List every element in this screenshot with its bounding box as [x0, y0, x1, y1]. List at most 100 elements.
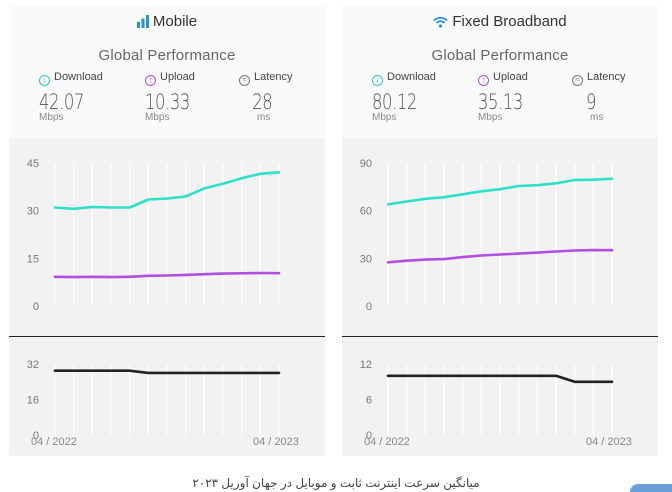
data-point — [555, 374, 557, 377]
x-axis-start-label: 04 / 2022 — [364, 436, 410, 448]
download-arrow-icon: ↓ — [372, 75, 383, 86]
data-point — [222, 272, 224, 275]
data-point — [147, 198, 150, 201]
y-tick-label: 12 — [360, 359, 372, 371]
y-tick-label: 0 — [366, 430, 372, 442]
panel-subtitle: Global Performance — [431, 47, 569, 64]
metric-unit: Mbps — [478, 112, 503, 123]
y-tick-label: 16 — [27, 395, 39, 407]
data-point — [222, 371, 224, 374]
data-point — [91, 275, 94, 278]
data-point — [203, 187, 206, 190]
y-tick-label: 45 — [27, 158, 39, 170]
metric-value: 10.33 — [145, 90, 190, 114]
data-point — [480, 374, 483, 377]
data-point — [517, 185, 520, 187]
metric-download: ↓ Download 42.07 Mbps — [39, 71, 139, 123]
data-point — [555, 250, 557, 253]
figure-caption: میانگین سرعت اینترنت ثابت و موبایل در جه… — [192, 476, 480, 490]
data-point — [405, 374, 408, 377]
data-point — [405, 259, 408, 262]
corner-badge — [630, 484, 672, 492]
data-point — [517, 374, 520, 377]
data-point — [536, 374, 539, 377]
metric-unit: ms — [257, 112, 271, 123]
data-point — [184, 273, 187, 276]
data-point — [110, 206, 112, 209]
data-point — [203, 371, 206, 374]
data-point — [461, 256, 464, 258]
metric-label: Upload — [493, 71, 528, 83]
data-point — [259, 272, 262, 274]
data-point — [555, 182, 557, 185]
data-point — [72, 369, 75, 372]
data-point — [573, 249, 576, 252]
data-point — [54, 206, 56, 209]
y-tick-label: 6 — [366, 395, 372, 407]
chart-divider — [9, 336, 325, 337]
data-point — [424, 258, 427, 261]
data-point — [424, 197, 427, 200]
panel-title: Mobile — [9, 13, 325, 32]
data-point — [611, 380, 613, 383]
y-tick-label: 60 — [360, 206, 372, 218]
data-point — [203, 273, 206, 276]
data-point — [536, 184, 539, 187]
data-point — [110, 369, 112, 372]
data-point — [54, 275, 56, 278]
data-point — [592, 249, 595, 251]
data-point — [110, 276, 112, 278]
data-point — [443, 258, 445, 261]
metric-label: Latency — [587, 71, 626, 83]
data-point — [611, 249, 613, 252]
y-tick-label: 0 — [33, 430, 39, 442]
broadband-latency-chart: 0 6 12 — [360, 359, 614, 442]
x-axis-end-label: 04 / 2023 — [586, 436, 632, 448]
data-point — [147, 274, 150, 277]
data-point — [499, 374, 501, 377]
fixed-broadband-panel: Fixed Broadband Global Performance ↓ Down… — [342, 6, 658, 456]
download-arrow-icon: ↓ — [39, 75, 50, 86]
latency-icon: ≈ — [239, 75, 250, 86]
y-tick-label: 90 — [360, 158, 372, 170]
upload-arrow-icon: ↑ — [478, 75, 489, 86]
data-point — [259, 371, 262, 374]
data-point — [480, 254, 483, 257]
data-point — [573, 179, 576, 181]
mobile-latency-chart: 0 16 32 — [27, 359, 281, 442]
y-tick-label: 0 — [366, 301, 372, 313]
metric-unit: ms — [590, 112, 604, 123]
data-point — [592, 380, 595, 383]
data-point — [443, 374, 445, 377]
metric-value: 35.13 — [478, 90, 523, 114]
data-point — [259, 172, 262, 175]
y-tick-label: 30 — [27, 206, 39, 218]
x-axis-start-label: 04 / 2022 — [31, 436, 77, 448]
data-point — [128, 206, 131, 209]
data-point — [147, 371, 150, 374]
metric-value: 42.07 — [39, 90, 84, 114]
metric-upload: ↑ Upload 10.33 Mbps — [145, 71, 245, 123]
data-point — [184, 195, 187, 198]
data-point — [240, 272, 243, 275]
data-point — [387, 203, 389, 206]
metric-label: Download — [387, 71, 436, 83]
data-point — [91, 369, 94, 372]
metric-upload: ↑ Upload 35.13 Mbps — [478, 71, 578, 123]
metric-value: 28 — [252, 90, 273, 114]
panel-header: Fixed Broadband Global Performance ↓ Down… — [342, 6, 658, 138]
x-axis-end-label: 04 / 2023 — [253, 436, 299, 448]
panel-title-text: Fixed Broadband — [452, 13, 567, 30]
data-point — [72, 207, 75, 210]
data-point — [72, 276, 75, 278]
data-point — [278, 371, 280, 374]
data-point — [54, 369, 56, 372]
data-point — [499, 253, 501, 256]
metric-value: 80.12 — [372, 90, 417, 114]
data-point — [461, 374, 464, 377]
data-point — [611, 177, 613, 180]
y-tick-label: 15 — [27, 253, 39, 265]
broadband-speed-chart: 0 30 60 90 — [360, 158, 614, 313]
data-point — [387, 374, 389, 377]
metric-label: Download — [54, 71, 103, 83]
